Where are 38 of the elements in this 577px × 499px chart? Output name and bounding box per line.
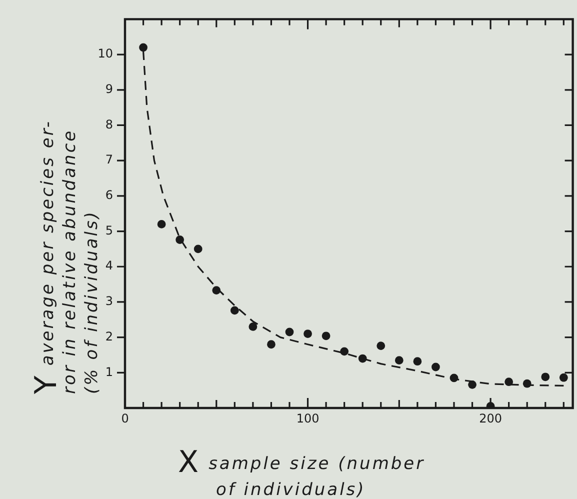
point <box>230 306 239 315</box>
y-tick-label: 3 <box>105 294 113 308</box>
point <box>541 372 550 382</box>
y-tick-label: 7 <box>105 152 113 167</box>
y-tick-label: 4 <box>105 258 113 273</box>
point <box>468 380 476 389</box>
point <box>194 244 202 254</box>
point <box>504 378 514 386</box>
y-tick-label: 9 <box>105 82 113 96</box>
point <box>267 340 276 349</box>
point <box>340 347 349 356</box>
x-tick-label: 100 <box>296 411 320 426</box>
point <box>376 342 386 350</box>
y-tick-label: 10 <box>98 46 113 61</box>
point <box>176 236 184 244</box>
y-tick-label: 5 <box>105 223 113 238</box>
text: Y <box>29 376 64 394</box>
point <box>322 332 330 340</box>
point <box>413 357 422 366</box>
point <box>139 43 148 52</box>
point <box>304 330 312 338</box>
x-tick-label: 200 <box>479 411 502 426</box>
point <box>212 286 221 294</box>
point <box>522 379 532 388</box>
point <box>248 322 258 331</box>
y-tick-label: 1 <box>105 364 113 379</box>
y-tick-label: 2 <box>105 329 113 344</box>
y-tick-label: 6 <box>105 188 113 202</box>
point <box>157 220 166 228</box>
point <box>358 354 367 363</box>
point <box>394 356 404 364</box>
point <box>432 362 440 372</box>
x-tick-label: 0 <box>121 411 129 426</box>
y-tick-label: 8 <box>105 117 113 132</box>
point <box>559 373 568 382</box>
text: X <box>178 445 199 480</box>
point <box>285 328 294 336</box>
point <box>450 374 458 382</box>
